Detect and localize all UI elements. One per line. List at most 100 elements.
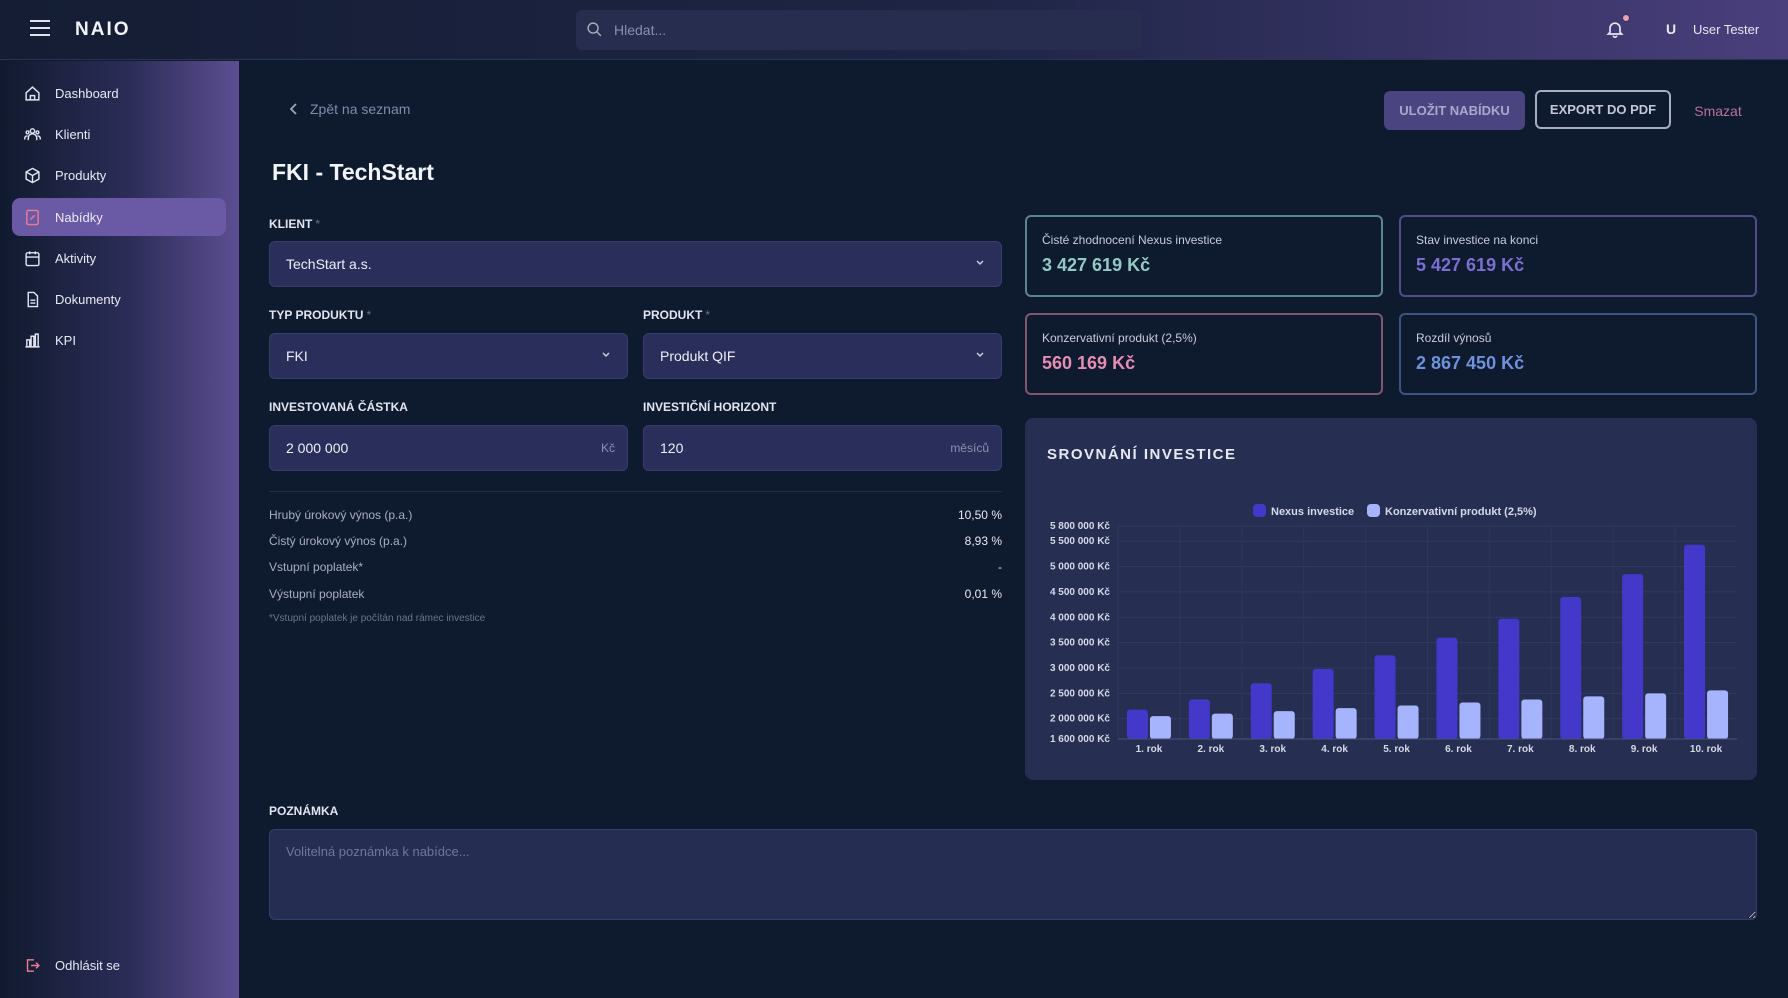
- sidebar-item-label: KPI: [55, 332, 76, 348]
- bar-conservative: [1335, 708, 1357, 739]
- stat-card-net-gain: Čisté zhodnocení Nexus investice 3 427 61…: [1025, 215, 1383, 297]
- sidebar-item-label: Aktivity: [55, 250, 97, 266]
- bar-nexus: [1188, 699, 1210, 739]
- y-tick-label: 3 500 000 Kč: [1050, 638, 1110, 649]
- x-tick-label: 6. rok: [1445, 744, 1472, 755]
- bar-conservative: [1645, 693, 1667, 739]
- menu-icon[interactable]: [30, 20, 50, 36]
- bar-nexus: [1622, 574, 1644, 739]
- calendar-icon: [25, 250, 40, 266]
- search-icon: [587, 22, 602, 37]
- x-tick-label: 3. rok: [1259, 744, 1286, 755]
- product-select[interactable]: Produkt QIF: [643, 333, 1002, 379]
- bar-conservative: [1521, 699, 1543, 739]
- note-textarea[interactable]: [269, 829, 1757, 920]
- save-button[interactable]: ULOŽIT NABÍDKU: [1384, 91, 1525, 130]
- y-tick-label: 5 500 000 Kč: [1050, 536, 1110, 547]
- legend-swatch: [1253, 504, 1266, 517]
- sidebar-item-label: Produkty: [55, 167, 107, 183]
- chevron-left-icon: [289, 103, 297, 115]
- logout-button[interactable]: Odhlásit se: [12, 946, 226, 984]
- bar-nexus: [1684, 544, 1706, 739]
- bar-nexus: [1126, 709, 1148, 739]
- bar-conservative: [1273, 711, 1295, 739]
- fee-row: Čistý úrokový výnos (p.a.) 8,93 %: [269, 534, 1002, 548]
- amount-input[interactable]: 2 000 000 Kč: [269, 425, 628, 471]
- y-tick-label: 1 600 000 Kč: [1050, 734, 1110, 745]
- back-link-label: Zpět na seznam: [310, 101, 411, 117]
- search-bar: [576, 10, 1143, 50]
- client-value: TechStart a.s.: [286, 256, 372, 272]
- y-tick-label: 4 000 000 Kč: [1050, 612, 1110, 623]
- sidebar-item-dokumenty[interactable]: Dokumenty: [12, 280, 226, 318]
- y-tick-label: 5 800 000 Kč: [1050, 521, 1110, 532]
- amount-label: INVESTOVANÁ ČÁSTKA: [269, 400, 408, 414]
- sidebar: Dashboard Klienti Produkty Nabídky Aktiv…: [0, 61, 239, 998]
- fee-row: Hrubý úrokový výnos (p.a.) 10,50 %: [269, 508, 1002, 522]
- legend-label: Konzervativní produkt (2,5%): [1385, 506, 1537, 518]
- bar-chart-icon: [25, 332, 40, 348]
- horizon-value: 120: [660, 440, 684, 456]
- chevron-down-icon: [976, 260, 984, 266]
- search-input[interactable]: [614, 10, 1114, 50]
- fee-row: Výstupní poplatek 0,01 %: [269, 587, 1002, 601]
- horizon-input[interactable]: 120 měsíců: [643, 425, 1002, 471]
- x-tick-label: 5. rok: [1383, 744, 1410, 755]
- legend-swatch: [1367, 504, 1380, 517]
- note-label: POZNÁMKA: [269, 804, 339, 818]
- horizon-unit: měsíců: [950, 441, 989, 455]
- bar-conservative: [1211, 713, 1233, 739]
- chart-panel: SROVNÁNÍ INVESTICE 1 600 000 Kč 2 000 000…: [1025, 418, 1757, 780]
- fee-row: Vstupní poplatek* -: [269, 560, 1002, 574]
- bar-nexus: [1374, 655, 1396, 739]
- amount-value: 2 000 000: [286, 440, 349, 456]
- x-tick-label: 9. rok: [1631, 744, 1658, 755]
- divider: [269, 491, 1002, 492]
- sidebar-item-label: Nabídky: [55, 209, 103, 225]
- notification-badge: [1622, 14, 1630, 22]
- avatar[interactable]: U: [1666, 21, 1677, 37]
- logout-label: Odhlásit se: [55, 957, 121, 973]
- users-icon: [24, 127, 41, 140]
- stat-card-conservative: Konzervativní produkt (2,5%) 560 169 Kč: [1025, 313, 1383, 395]
- x-tick-label: 4. rok: [1321, 744, 1348, 755]
- file-icon: [27, 291, 39, 307]
- sidebar-item-kpi[interactable]: KPI: [12, 321, 226, 359]
- product-type-label: TYP PRODUKTU *: [269, 308, 372, 322]
- chevron-down-icon: [976, 352, 984, 358]
- y-tick-label: 4 500 000 Kč: [1050, 587, 1110, 598]
- back-link[interactable]: Zpět na seznam: [288, 101, 410, 117]
- bar-nexus: [1560, 597, 1582, 739]
- sidebar-item-aktivity[interactable]: Aktivity: [12, 239, 226, 277]
- product-type-select[interactable]: FKI: [269, 333, 628, 379]
- bar-conservative: [1583, 696, 1605, 739]
- chart-title: SROVNÁNÍ INVESTICE: [1047, 446, 1237, 463]
- home-icon: [25, 85, 40, 101]
- client-select[interactable]: TechStart a.s.: [269, 241, 1002, 287]
- client-label: KLIENT *: [269, 217, 321, 231]
- sidebar-item-label: Dokumenty: [55, 291, 121, 307]
- sidebar-item-klienti[interactable]: Klienti: [12, 115, 226, 153]
- bar-conservative: [1707, 690, 1729, 739]
- document-icon: [26, 209, 39, 225]
- bar-nexus: [1312, 669, 1334, 739]
- sidebar-item-produkty[interactable]: Produkty: [12, 156, 226, 194]
- product-label: PRODUKT *: [643, 308, 711, 322]
- bar-nexus: [1250, 683, 1272, 739]
- x-tick-label: 1. rok: [1136, 744, 1163, 755]
- investment-chart: 1 600 000 Kč 2 000 000 Kč 2 500 000 Kč 3 00…: [1050, 504, 1737, 755]
- user-name[interactable]: User Tester: [1693, 22, 1760, 37]
- fee-note: *Vstupní poplatek je počítán nad rámec i…: [269, 613, 486, 624]
- chevron-down-icon: [602, 352, 610, 358]
- delete-button[interactable]: Smazat: [1694, 102, 1742, 119]
- bell-icon[interactable]: [1605, 18, 1625, 40]
- logout-icon: [26, 958, 40, 972]
- export-pdf-button[interactable]: EXPORT DO PDF: [1535, 90, 1671, 129]
- legend-label: Nexus investice: [1271, 506, 1354, 518]
- box-icon: [25, 167, 40, 183]
- x-tick-label: 7. rok: [1507, 744, 1534, 755]
- y-tick-label: 2 000 000 Kč: [1050, 714, 1110, 725]
- sidebar-item-nabidky[interactable]: Nabídky: [12, 198, 226, 236]
- sidebar-item-dashboard[interactable]: Dashboard: [12, 74, 226, 112]
- bar-conservative: [1397, 705, 1419, 739]
